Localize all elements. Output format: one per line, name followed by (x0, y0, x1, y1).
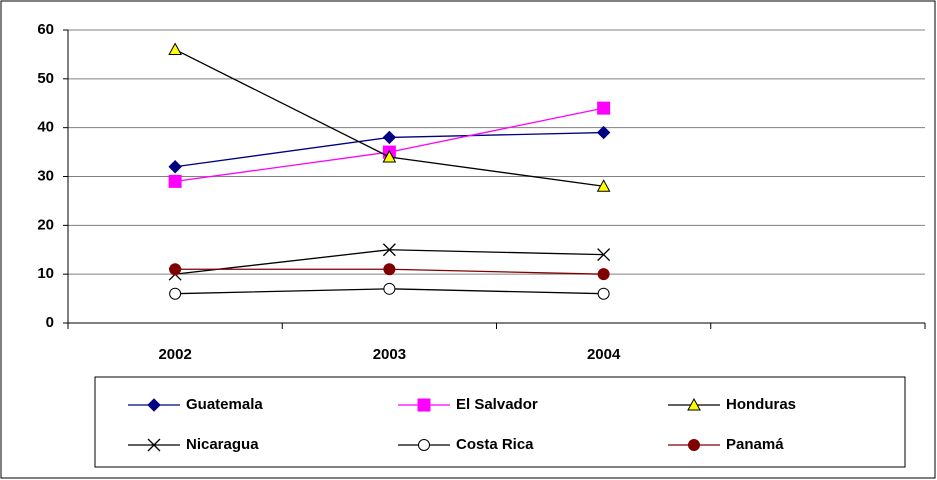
data-point (383, 263, 396, 276)
legend-label: Panamá (726, 436, 784, 453)
data-point (596, 125, 611, 140)
y-tick-label: 60 (37, 21, 54, 38)
data-point (169, 263, 182, 276)
legend-marker (147, 438, 161, 452)
legend-label: Nicaragua (186, 436, 259, 453)
y-tick-label: 10 (37, 265, 54, 282)
data-point (597, 268, 610, 281)
data-point (597, 287, 610, 300)
y-tick-label: 40 (37, 119, 54, 136)
y-tick-label: 50 (37, 70, 54, 87)
data-point (596, 179, 611, 192)
data-point (597, 248, 611, 262)
legend-label: Costa Rica (456, 436, 534, 453)
x-tick-label: 2004 (587, 346, 621, 363)
data-point (597, 101, 611, 115)
data-point (168, 42, 182, 56)
y-tick-label: 30 (37, 167, 54, 184)
data-point (382, 149, 397, 163)
x-tick-label: 2002 (158, 346, 191, 363)
legend-box (94, 376, 906, 468)
data-point (168, 160, 182, 174)
data-point (382, 130, 397, 145)
data-point (169, 287, 182, 300)
legend-label: El Salvador (456, 396, 538, 413)
legend-marker (688, 439, 700, 451)
legend-label: Honduras (726, 396, 796, 413)
legend-marker (417, 398, 431, 412)
legend-label: Guatemala (186, 396, 263, 413)
legend-marker (147, 398, 161, 412)
legend-marker (687, 397, 701, 411)
x-tick-label: 2003 (373, 346, 406, 363)
legend-marker (418, 439, 430, 451)
data-point (383, 282, 396, 295)
data-point (382, 243, 396, 257)
y-tick-label: 0 (46, 314, 54, 331)
y-tick-label: 20 (37, 216, 54, 233)
data-point (168, 174, 182, 188)
